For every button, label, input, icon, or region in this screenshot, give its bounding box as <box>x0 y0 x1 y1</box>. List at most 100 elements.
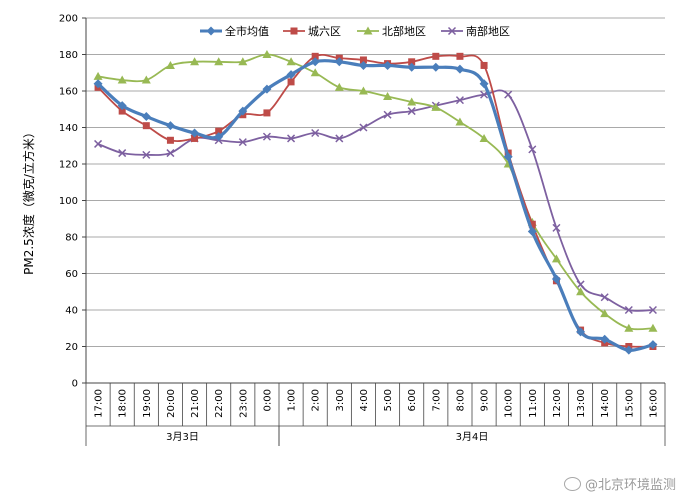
watermark: @北京环境监测 <box>563 474 676 493</box>
series-3-point <box>358 86 368 95</box>
series-3-point <box>93 71 103 80</box>
x-tick-label: 22:00 <box>214 389 225 418</box>
series-4-point <box>311 128 320 138</box>
y-tick-label: 0 <box>72 379 78 390</box>
x-tick-label: 17:00 <box>94 389 105 418</box>
series-1-point <box>358 60 368 70</box>
series-3-point <box>383 91 393 100</box>
x-tick-label: 14:00 <box>600 389 611 418</box>
series-3-line <box>97 53 653 331</box>
x-tick-label: 19:00 <box>142 389 153 418</box>
series-3-point <box>190 57 200 66</box>
x-tick-label: 7:00 <box>431 389 442 411</box>
series-1-point <box>117 101 127 111</box>
x-tick-label: 20:00 <box>166 389 177 418</box>
series-1-point <box>479 79 489 89</box>
x-tick-label: 21:00 <box>190 389 201 418</box>
x-tick-label: 4:00 <box>359 389 370 411</box>
series-4-point <box>142 150 151 159</box>
y-tick-label: 80 <box>65 233 78 244</box>
series-1-point <box>165 121 175 131</box>
series-2 <box>94 52 657 350</box>
legend-label: 全市均值 <box>225 24 269 38</box>
series-1-point <box>214 132 224 142</box>
series-1 <box>93 57 658 355</box>
series-4-point <box>335 134 344 143</box>
y-tick-label: 200 <box>59 14 78 25</box>
y-tick-label: 180 <box>59 50 78 61</box>
series-2-point <box>408 58 416 66</box>
legend-label: 城六区 <box>308 25 341 38</box>
x-tick-label: 15:00 <box>624 389 635 418</box>
series-3-point <box>214 57 224 66</box>
series-2-point <box>480 61 488 69</box>
y-tick-label: 160 <box>59 87 78 98</box>
series-1-point <box>190 128 200 138</box>
series-3-point <box>479 133 489 142</box>
series-3-point <box>648 323 658 332</box>
series-1-point <box>600 334 610 344</box>
legend-entry: 全市均值 <box>200 24 269 38</box>
series-1-point <box>576 327 586 337</box>
x-tick-label: 13:00 <box>576 389 587 418</box>
series-1-point <box>455 64 465 74</box>
series-4-point <box>624 305 633 315</box>
x-tick-label: 5:00 <box>383 389 394 411</box>
legend-entry: 城六区 <box>283 25 341 38</box>
x-tick-label: 11:00 <box>528 389 539 418</box>
x-tick-label: 6:00 <box>407 389 418 411</box>
x-tick-label: 12:00 <box>552 389 563 418</box>
series-3-point <box>576 287 586 296</box>
series-3-point <box>334 82 344 91</box>
series-1-point <box>431 62 441 72</box>
series-1-point <box>141 112 151 122</box>
series-4-point <box>238 138 247 147</box>
x-tick-label: 2:00 <box>311 389 322 411</box>
series-2-point <box>142 122 150 130</box>
series-3-point <box>117 75 127 84</box>
x-tick-label: 0:00 <box>262 389 273 411</box>
y-tick-label: 140 <box>59 123 78 134</box>
x-tick-label: 3:00 <box>335 389 346 411</box>
series-4-point <box>383 110 392 119</box>
legend-label: 南部地区 <box>466 24 510 38</box>
series-3-point <box>238 57 248 66</box>
series-4-point <box>648 305 657 315</box>
x-tick-label: 10:00 <box>504 389 515 418</box>
watermark-text: 北京环境监测 <box>597 478 676 493</box>
legend-swatch-marker <box>363 26 373 35</box>
series-1-point <box>334 57 344 67</box>
series-3-point <box>141 75 151 84</box>
series-1-line <box>96 59 654 352</box>
y-axis-label: PM2.5浓度（微克/立方米） <box>21 126 36 275</box>
series-4-point <box>94 139 103 148</box>
series-4-point <box>600 293 609 302</box>
legend-swatch-marker <box>447 26 457 36</box>
series-4-point <box>455 96 464 105</box>
legend-swatch-marker <box>206 26 216 36</box>
series-2-point <box>215 127 223 135</box>
legend-entry: 北部地区 <box>357 24 426 38</box>
x-tick-label: 18:00 <box>118 389 129 418</box>
series-3-point <box>310 68 320 77</box>
series-4-point <box>552 223 561 232</box>
series-1-point <box>407 62 417 72</box>
series-1-point <box>648 340 658 350</box>
series-2-point <box>432 52 440 60</box>
series-4-point <box>166 149 175 158</box>
series-3 <box>93 50 658 332</box>
series-1-point <box>310 57 320 67</box>
y-tick-label: 120 <box>59 160 78 171</box>
y-tick-label: 100 <box>59 196 78 207</box>
series-3-point <box>455 117 465 126</box>
x-tick-label: 8:00 <box>455 389 466 411</box>
x-tick-label: 23:00 <box>238 389 249 418</box>
x-tick-label: 1:00 <box>287 389 298 411</box>
series-3-point <box>165 60 175 69</box>
weibo-logo-icon <box>563 477 581 491</box>
series-1-point <box>238 106 248 116</box>
series-1-point <box>551 274 561 284</box>
series-1-point <box>286 70 296 80</box>
series-1-point <box>383 60 393 70</box>
day-group-label: 3月4日 <box>456 431 489 443</box>
